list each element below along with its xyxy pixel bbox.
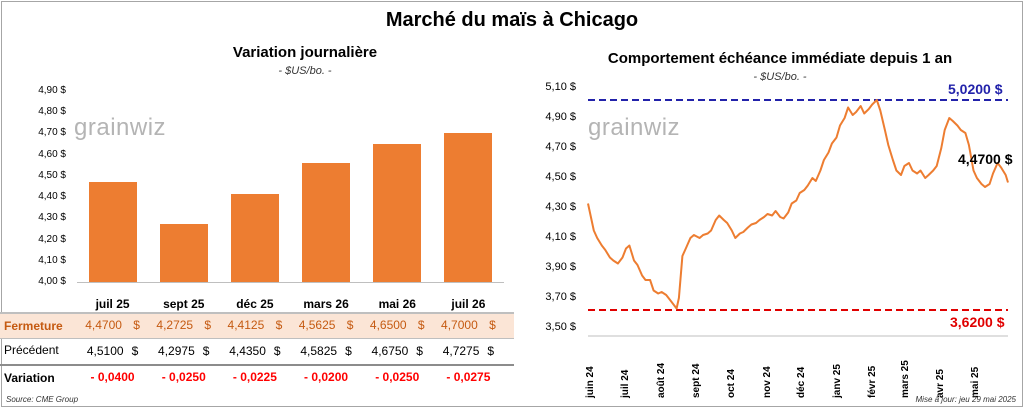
bar: [159, 224, 208, 282]
left-y-tick: 4,80 $: [38, 106, 66, 118]
close-row: Fermeture: [0, 312, 514, 339]
right-y-tick: 4,30 $: [545, 201, 576, 213]
change-cell: - 0,0400: [90, 370, 135, 384]
previous-row: Précédent: [0, 338, 514, 362]
source-note: Source: CME Group: [6, 395, 79, 404]
left-y-tick: 4,10 $: [38, 254, 66, 266]
bar-category-label: mars 26: [303, 297, 349, 311]
close-cell: 4,7000 $: [441, 318, 496, 332]
high-label: 5,0200 $: [948, 81, 1003, 97]
month-tick-label: oct 24: [725, 369, 737, 398]
previous-cell: 4,7275 $: [442, 344, 495, 358]
month-tick-label: mars 25: [899, 360, 911, 398]
bar: [302, 162, 351, 282]
change-cell: - 0,0275: [446, 370, 491, 384]
bar-category-label: mai 26: [378, 297, 416, 311]
left-watermark: grainwiz: [74, 114, 167, 141]
change-cell: - 0,0250: [375, 370, 420, 384]
last-price-label: 4,4700 $: [958, 151, 1013, 167]
close-row-label: Fermeture: [4, 319, 63, 333]
month-tick-label: août 24: [655, 362, 667, 398]
change-row: Variation: [0, 364, 514, 390]
right-y-tick: 3,90 $: [545, 261, 576, 273]
right-y-tick: 3,50 $: [545, 321, 576, 333]
right-chart-title: Comportement échéance immédiate depuis 1…: [607, 50, 953, 67]
left-y-tick: 4,60 $: [38, 148, 66, 160]
bar-category-label: juil 26: [451, 297, 486, 311]
right-watermark: grainwiz: [588, 114, 681, 141]
bar: [230, 194, 279, 282]
bar: [444, 133, 493, 282]
right-y-tick: 5,10 $: [545, 81, 576, 93]
right-y-tick: 4,90 $: [545, 111, 576, 123]
change-cell: - 0,0250: [161, 370, 206, 384]
month-tick-label: juil 24: [619, 369, 631, 398]
bar-category-label: juil 25: [95, 297, 130, 311]
left-y-tick: 4,20 $: [38, 233, 66, 245]
previous-row-label: Précédent: [4, 343, 59, 357]
month-tick-label: nov 24: [761, 366, 773, 398]
month-tick-label: sept 24: [691, 363, 703, 398]
low-label: 3,6200 $: [950, 314, 1005, 330]
left-y-tick: 4,90 $: [38, 85, 66, 96]
previous-cell: 4,6750 $: [371, 344, 423, 358]
bar: [373, 144, 422, 282]
previous-cell: 4,5100 $: [86, 344, 139, 358]
close-cell: 4,6500 $: [369, 318, 425, 332]
right-y-tick: 4,70 $: [545, 141, 576, 153]
left-chart-units: - $US/bo. -: [278, 65, 332, 77]
month-tick-label: avr 25: [935, 369, 947, 398]
month-tick-label: févr 25: [867, 365, 879, 398]
left-y-tick: 4,30 $: [38, 212, 66, 224]
left-y-tick: 4,40 $: [38, 191, 66, 203]
close-cell: 4,2725 $: [156, 318, 212, 332]
close-cell: 4,4125 $: [227, 318, 283, 332]
month-tick-label: mai 25: [969, 366, 981, 398]
bar: [88, 182, 137, 282]
left-y-tick: 4,50 $: [38, 169, 66, 181]
previous-cell: 4,5825 $: [300, 344, 352, 358]
left-y-tick: 4,70 $: [38, 127, 66, 139]
bar-category-label: déc 25: [236, 297, 274, 311]
previous-cell: 4,2975 $: [158, 344, 210, 358]
left-y-tick: 4,00 $: [38, 276, 66, 287]
right-chart-units: - $US/bo. -: [753, 71, 807, 83]
month-tick-label: janv 25: [831, 364, 843, 398]
left-chart-title: Variation journalière: [232, 44, 378, 61]
close-cell: 4,5625 $: [298, 318, 354, 332]
bar-category-label: sept 25: [163, 297, 205, 311]
update-note: Mise à jour: jeu 29 mai 2025: [915, 395, 1017, 404]
change-row-label: Variation: [4, 371, 55, 385]
right-y-tick: 4,10 $: [545, 231, 576, 243]
change-cell: - 0,0200: [304, 370, 349, 384]
close-cell: 4,4700 $: [85, 318, 140, 332]
previous-cell: 4,4350 $: [229, 344, 281, 358]
change-cell: - 0,0225: [232, 370, 277, 384]
right-y-tick: 4,50 $: [545, 171, 576, 183]
main-title: Marché du maïs à Chicago: [385, 9, 639, 31]
month-tick-label: déc 24: [796, 366, 808, 398]
left-x-axis-line: [77, 282, 504, 283]
month-tick-label: juin 24: [585, 366, 597, 398]
right-y-tick: 3,70 $: [545, 291, 576, 303]
